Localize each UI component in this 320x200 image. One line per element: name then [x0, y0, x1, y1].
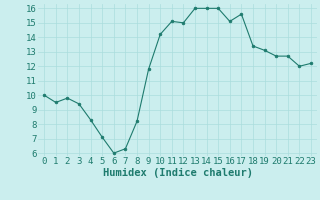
X-axis label: Humidex (Indice chaleur): Humidex (Indice chaleur) — [103, 168, 252, 178]
